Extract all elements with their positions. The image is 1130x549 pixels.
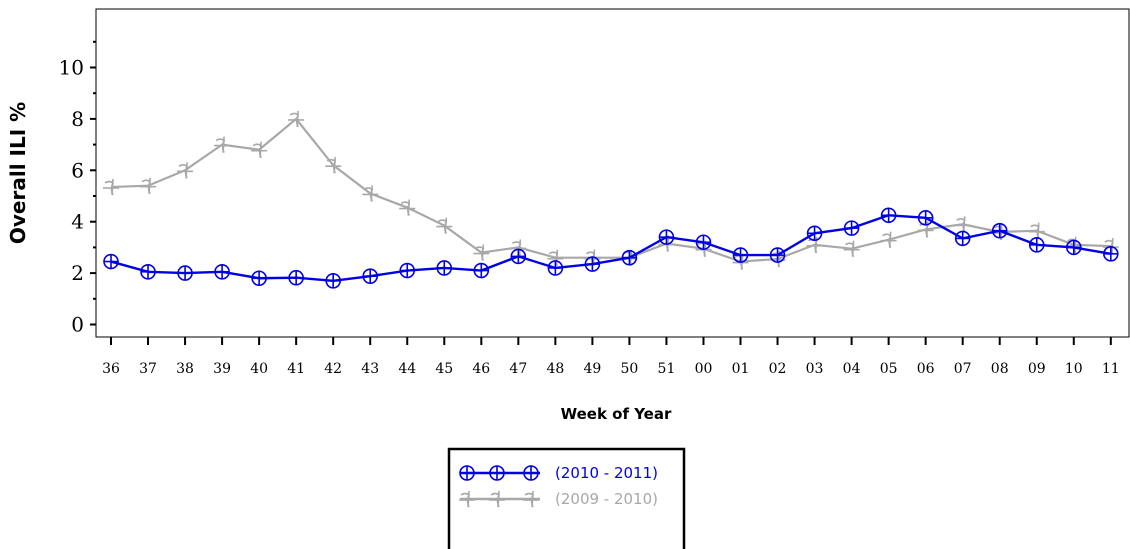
- x-tick-label: 05: [880, 361, 898, 377]
- data-point: [658, 229, 675, 245]
- data-point: [917, 210, 934, 226]
- plot-frame: [95, 8, 1130, 338]
- x-axis-title: Week of Year: [561, 405, 672, 423]
- data-point: [510, 248, 527, 265]
- y-axis-title: Overall ILI %: [6, 102, 30, 244]
- data-point: [362, 185, 379, 202]
- data-point: [991, 222, 1008, 239]
- y-tick-label: 8: [71, 107, 84, 131]
- series-line: [110, 117, 1111, 263]
- circle-plus-icon: [459, 465, 539, 481]
- data-point: [399, 262, 416, 279]
- legend-label: (2010 - 2011): [555, 464, 658, 482]
- data-point: [325, 157, 342, 174]
- data-point: [880, 231, 897, 249]
- x-tick-label: 46: [472, 361, 490, 377]
- data-point: [1028, 222, 1045, 240]
- x-tick-label: 36: [102, 361, 120, 377]
- data-point: [473, 262, 490, 279]
- data-point: [288, 110, 305, 128]
- y-tick-label: 2: [71, 261, 84, 285]
- data-point: [362, 268, 379, 284]
- y-tick-label: 6: [71, 158, 84, 182]
- x-tick-label: 39: [213, 361, 231, 377]
- data-point: [288, 269, 304, 286]
- x-tick-label: 51: [658, 361, 676, 377]
- x-tick-label: 09: [1028, 361, 1046, 377]
- x-tick-label: 43: [361, 361, 379, 377]
- legend-item: (2009 - 2010): [459, 490, 658, 508]
- data-point: [473, 244, 490, 261]
- legend-items: (2010 - 2011) (2009 - 2010): [459, 464, 658, 508]
- x-tick-label: 04: [843, 361, 861, 377]
- x-tick-label: 11: [1102, 361, 1120, 377]
- data-point: [251, 141, 268, 159]
- data-point: [843, 240, 860, 258]
- y-axis: 0 2 4 6 8 10: [59, 40, 96, 337]
- crossed-hook-icon: [459, 490, 539, 508]
- data-point: [140, 177, 157, 195]
- series-layer: [103, 110, 1119, 289]
- x-tick-label: 03: [806, 361, 824, 377]
- data-point: [103, 178, 119, 196]
- x-tick-label: 38: [176, 361, 194, 377]
- series-2010-2011: [103, 207, 1119, 289]
- series-2009-2010: [103, 110, 1119, 270]
- x-axis: 36 37 38 39 40 41 42 43 44 45 46 47 48 49 50 51 00 01 02 03…: [102, 337, 1120, 377]
- data-point: [399, 199, 416, 216]
- data-point: [769, 247, 786, 263]
- data-point: [436, 260, 453, 276]
- data-point: [732, 247, 749, 263]
- data-point: [177, 265, 193, 281]
- x-tick-label: 06: [917, 361, 935, 377]
- data-point: [140, 264, 156, 280]
- x-tick-label: 42: [324, 361, 342, 377]
- data-point: [214, 264, 230, 280]
- x-tick-label: 08: [991, 361, 1009, 377]
- x-tick-label: 41: [287, 361, 305, 377]
- data-point: [177, 162, 194, 179]
- y-tick-label: 0: [71, 313, 84, 337]
- data-point: [1028, 237, 1045, 253]
- x-tick-label: 49: [583, 361, 601, 377]
- data-point: [806, 225, 823, 242]
- y-tick-label: 4: [71, 210, 84, 234]
- legend-label: (2009 - 2010): [555, 490, 658, 508]
- data-point: [436, 217, 453, 234]
- data-point: [214, 136, 231, 153]
- legend-item: (2010 - 2011): [459, 464, 658, 482]
- data-point: [880, 207, 897, 224]
- x-tick-label: 40: [250, 361, 268, 377]
- data-point: [954, 230, 971, 247]
- x-tick-label: 10: [1065, 361, 1083, 377]
- data-point: [1103, 246, 1119, 262]
- data-point: [103, 253, 119, 270]
- data-point: [584, 256, 601, 272]
- data-point: [621, 249, 638, 266]
- x-tick-label: 48: [546, 361, 564, 377]
- x-tick-label: 37: [139, 361, 157, 377]
- x-tick-label: 07: [954, 361, 972, 377]
- series-line: [110, 214, 1112, 283]
- x-tick-label: 47: [509, 361, 527, 377]
- x-tick-label: 50: [621, 361, 639, 377]
- legend: (2010 - 2011) (2009 - 2010): [447, 447, 686, 549]
- data-point: [547, 260, 564, 276]
- data-point: [251, 270, 267, 287]
- y-tick-label: 10: [59, 56, 84, 80]
- x-tick-label: 01: [732, 361, 750, 377]
- data-point: [843, 220, 860, 236]
- data-point: [695, 234, 712, 251]
- x-tick-label: 45: [435, 361, 453, 377]
- data-point: [954, 216, 971, 233]
- data-point: [1065, 239, 1082, 256]
- x-tick-label: 02: [769, 361, 787, 377]
- x-tick-label: 44: [398, 361, 416, 377]
- data-point: [325, 273, 341, 289]
- x-tick-label: 00: [695, 361, 713, 377]
